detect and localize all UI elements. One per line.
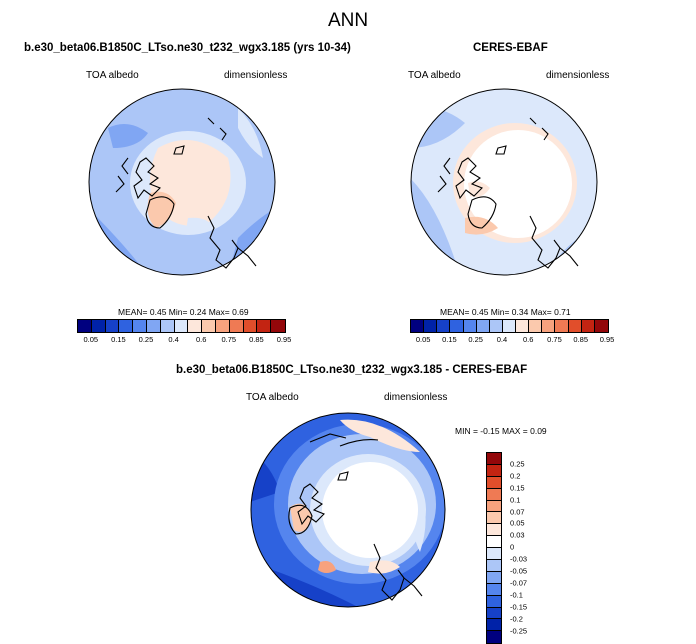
colorbar-swatch [487,536,501,549]
colorbar-tick-label: 0.85 [249,335,264,344]
colorbar-swatch [502,320,516,332]
colorbar-swatch [487,488,501,501]
colorbar-swatch [105,320,120,332]
panel1-colorbar-ticks: 0.05 0.15 0.25 0.4 0.6 0.75 0.85 0.95 [77,335,291,345]
figure-title: ANN [327,10,369,31]
colorbar-swatch [487,476,501,489]
colorbar-swatch [529,320,543,332]
colorbar-swatch [487,464,501,477]
colorbar-tick-label: -0.15 [510,602,528,612]
panel1-stats: MEAN= 0.45 Min= 0.24 Max= 0.69 [118,307,249,317]
colorbar-tick-label: 0.25 [468,335,483,344]
colorbar-swatch [229,320,244,332]
colorbar-swatch [487,453,501,465]
colorbar-swatch [487,607,501,620]
colorbar-tick-label: -0.1 [510,590,523,600]
panel2-colorbar [410,319,609,333]
panel2-polar-map [410,88,598,276]
panel3-colorbar [486,452,502,644]
panel3-title: b.e30_beta06.B1850C_LTso.ne30_t232_wgx3.… [176,364,528,376]
colorbar-swatch [487,560,501,572]
colorbar-swatch [555,320,569,332]
colorbar-swatch [257,320,272,332]
colorbar-swatch [542,320,556,332]
colorbar-tick-label: 0.75 [547,335,562,344]
panel2-units-label: dimensionless [546,70,610,81]
colorbar-swatch [487,619,501,632]
colorbar-swatch [476,320,490,332]
panel3-variable-label: TOA albedo [246,392,299,403]
colorbar-swatch [487,571,501,584]
colorbar-swatch [489,320,503,332]
colorbar-swatch [487,583,501,596]
colorbar-swatch [437,320,451,332]
colorbar-tick-label: -0.07 [510,578,528,588]
colorbar-tick-label: 0.05 [415,335,431,344]
colorbar-swatch [487,548,501,561]
colorbar-tick-label: 0.75 [221,335,237,344]
colorbar-swatch [91,320,106,332]
colorbar-tick-label: 0.15 [111,335,126,344]
colorbar-swatch [487,631,501,644]
colorbar-tick-label: 0.95 [276,335,292,344]
colorbar-swatch [487,524,501,537]
colorbar-tick-label: 0.95 [599,335,615,344]
colorbar-swatch [450,320,464,332]
colorbar-swatch [568,320,582,332]
colorbar-tick-label: -0.25 [510,626,528,635]
colorbar-swatch [487,595,501,608]
colorbar-swatch [202,320,216,332]
colorbar-tick-label: 0.05 [83,335,99,344]
colorbar-tick-label: 0.25 [138,335,154,344]
colorbar-tick-label: 0.6 [522,335,534,344]
colorbar-swatch [78,320,92,332]
panel3-polar-map [250,412,446,608]
panel1-colorbar [77,319,286,333]
colorbar-tick-label: 0.15 [510,483,525,493]
panel2-colorbar-ticks: 0.05 0.15 0.25 0.4 0.6 0.75 0.85 0.95 [410,335,614,345]
colorbar-tick-label: 0.1 [510,495,521,505]
panel1-units-label: dimensionless [224,70,288,81]
panel1-variable-label: TOA albedo [86,70,139,81]
colorbar-tick-label: 0.05 [510,518,525,528]
colorbar-swatch [174,320,189,332]
colorbar-tick-label: 0 [510,542,515,552]
colorbar-swatch [160,320,175,332]
colorbar-swatch [215,320,230,332]
colorbar-tick-label: 0.85 [573,335,589,344]
colorbar-swatch [133,320,147,332]
colorbar-tick-label: 0.2 [510,471,521,481]
colorbar-tick-label: 0.25 [510,459,525,469]
colorbar-swatch [463,320,477,332]
panel2-title: CERES-EBAF [473,42,548,54]
panel1-polar-map [88,88,276,276]
colorbar-swatch [516,320,530,332]
colorbar-swatch [271,320,285,332]
colorbar-swatch [581,320,595,332]
colorbar-tick-label: 0.15 [442,335,457,344]
colorbar-swatch [594,320,608,332]
colorbar-tick-label: -0.2 [510,614,523,624]
panel1-title: b.e30_beta06.B1850C_LTso.ne30_t232_wgx3.… [24,42,351,54]
panel3-stats: MIN = -0.15 MAX = 0.09 [455,426,547,436]
colorbar-tick-label: 0.03 [510,530,525,540]
colorbar-swatch [424,320,438,332]
panel3-units-label: dimensionless [384,392,448,403]
panel2-variable-label: TOA albedo [408,70,461,81]
panel3-colorbar-ticks: 0.25 0.2 0.15 0.1 0.07 0.05 0.03 0 -0.03 -0.05 -0.… [510,452,550,642]
colorbar-tick-label: 0.4 [168,335,179,344]
colorbar-tick-label: -0.05 [510,566,528,576]
colorbar-swatch [487,512,501,525]
panel2-stats: MEAN= 0.45 Min= 0.34 Max= 0.71 [440,307,571,317]
colorbar-swatch [411,320,425,332]
colorbar-swatch [119,320,134,332]
colorbar-tick-label: 0.6 [195,335,207,344]
colorbar-tick-label: 0.4 [496,335,508,344]
colorbar-swatch [188,320,203,332]
colorbar-tick-label: -0.03 [510,554,528,564]
colorbar-swatch [146,320,161,332]
colorbar-swatch [243,320,258,332]
colorbar-tick-label: 0.07 [510,507,525,516]
colorbar-swatch [487,500,501,513]
